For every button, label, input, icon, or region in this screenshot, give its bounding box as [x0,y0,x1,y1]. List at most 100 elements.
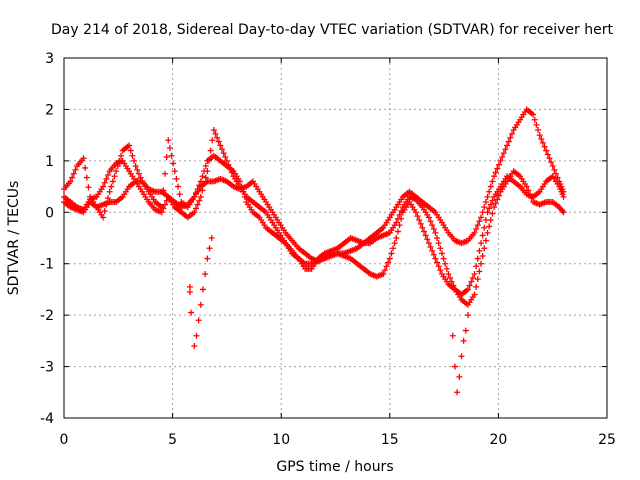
data-point [205,157,212,164]
data-point [131,157,138,164]
data-point [471,229,478,236]
data-point [525,187,532,194]
y-tick-label: 1 [45,154,54,170]
data-point [398,208,405,214]
data-point [474,276,481,283]
x-tick-label: 0 [60,432,69,448]
data-point [383,263,390,270]
data-point [449,332,456,339]
y-tick-label: 3 [45,51,54,67]
y-tick-label: -4 [40,411,54,427]
data-point [414,213,421,220]
data-point [539,139,546,146]
data-point [194,186,201,193]
data-point [440,255,447,262]
data-point [390,245,397,252]
data-point [209,137,216,144]
data-point [438,250,445,257]
data-point [479,232,486,239]
data-point [471,271,478,277]
data-point [460,337,467,344]
data-point [207,147,214,154]
data-point [109,178,116,185]
data-point [175,183,182,190]
data-point [487,183,494,190]
data-point [220,150,227,157]
data-point [170,160,177,167]
data-point [491,204,498,211]
x-tick-label: 15 [381,432,399,448]
data-point [386,255,393,262]
y-tick-label: -1 [40,257,54,273]
data-point [111,173,118,180]
data-point [100,183,107,190]
data-point [469,274,476,281]
data-point [481,224,488,231]
data-point [487,201,494,208]
data-point [538,136,545,142]
data-point [478,240,485,247]
data-point [82,164,89,171]
series-dip-near-18h [449,312,471,396]
data-point [464,286,471,293]
data-point [430,251,437,258]
data-point [200,286,207,293]
data-point [425,214,432,221]
data-point [544,151,551,158]
data-point [533,121,540,128]
x-tick-label: 5 [168,432,177,448]
data-point [473,263,480,270]
data-point [523,183,530,190]
data-point [464,312,471,319]
data-point [473,283,480,290]
data-point [495,161,502,168]
data-point [471,291,478,298]
data-point [476,247,483,254]
data-point [507,134,514,141]
data-point [432,255,439,262]
data-point [474,222,481,229]
data-point [492,200,499,207]
data-point [160,205,167,212]
data-point [217,142,224,149]
data-point [176,191,183,198]
data-point [202,174,209,181]
x-tick-label: 25 [598,432,616,448]
data-point [385,259,392,266]
data-point [191,343,198,349]
data-point [419,224,426,231]
data-point [442,260,449,267]
data-point [500,150,507,157]
data-point [482,199,489,205]
data-point [466,282,473,289]
data-point [219,146,226,153]
data-point [481,245,488,252]
data-point [106,188,113,195]
data-point [104,195,111,202]
data-point [173,175,180,182]
data-point [484,229,491,236]
data-point [528,195,535,202]
data-point [432,229,439,236]
data-point [530,111,537,118]
data-point [478,214,485,221]
data-point [118,152,125,159]
data-point [427,218,434,225]
data-point [462,327,469,334]
data-point [202,163,209,169]
data-point [494,165,501,172]
data-point [194,201,201,208]
data-point [489,197,496,204]
data-point [160,187,167,194]
data-point [188,309,195,316]
data-point [546,155,553,162]
data-point [215,138,222,145]
data-point [103,201,110,208]
data-point [499,154,506,160]
data-point [474,255,481,262]
data-point [508,130,515,137]
data-point [191,193,198,200]
data-point [222,154,229,160]
data-point [161,201,168,208]
